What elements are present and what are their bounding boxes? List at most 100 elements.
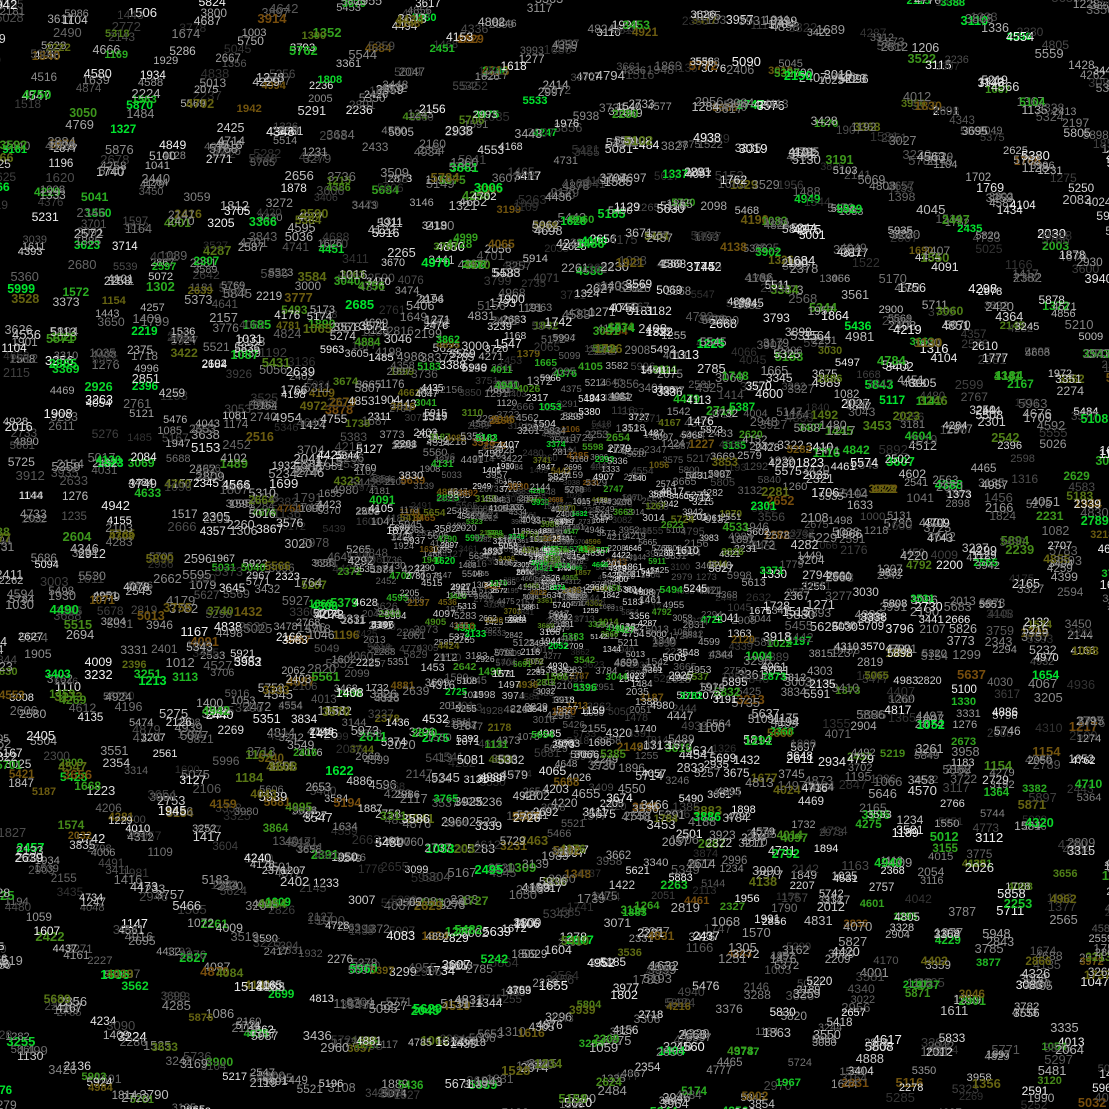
spiral-number: 2156	[489, 416, 512, 427]
spiral-number: 3732	[713, 408, 738, 420]
spiral-number: 3907	[527, 126, 555, 140]
spiral-number: 3928	[492, 445, 514, 456]
spiral-number: 1914	[699, 680, 725, 694]
spiral-number: 3580	[410, 112, 434, 124]
spiral-number: 5453	[882, 358, 909, 372]
spiral-number: 1398	[888, 190, 916, 204]
spiral-number: 4422	[553, 709, 575, 720]
spiral-number: 1237	[831, 646, 857, 660]
spiral-number: 4760	[566, 562, 580, 569]
spiral-number: 2243	[510, 704, 533, 715]
spiral-number: 1154	[102, 295, 126, 307]
spiral-number: 2502	[885, 454, 911, 466]
spiral-number: 1234	[896, 813, 923, 827]
spiral-number: 4934	[414, 145, 441, 159]
spiral-number: 1577	[581, 811, 606, 823]
spiral-number: 4153	[446, 30, 473, 44]
spiral-number: 4874	[76, 83, 102, 95]
spiral-number: 3538	[1044, 229, 1072, 243]
spiral-number: 1974	[446, 604, 464, 614]
spiral-number: 1667	[985, 84, 1010, 96]
spiral-number: 1976	[554, 118, 579, 130]
spiral-number: 5250	[1105, 225, 1109, 238]
spiral-number: 5646	[868, 786, 897, 801]
spiral-number: 3132	[737, 485, 762, 497]
spiral-number: 1193	[723, 462, 747, 474]
spiral-number: 1080	[188, 572, 216, 586]
spiral-number: 1181	[189, 282, 214, 294]
spiral-number: 4727	[303, 810, 327, 822]
spiral-number: 1456	[984, 490, 1013, 505]
spiral-number: 1277	[519, 53, 545, 66]
spiral-number: 1885	[75, 234, 101, 248]
spiral-number: 3925	[454, 794, 483, 809]
spiral-number: 3616	[390, 401, 415, 413]
spiral-number: 2150	[784, 68, 812, 83]
spiral-number: 1373	[835, 685, 860, 697]
spiral-number: 2967	[246, 570, 270, 582]
spiral-number: 3703	[574, 539, 588, 546]
spiral-number: 5634	[469, 551, 489, 561]
spiral-number: 4434	[395, 13, 423, 27]
spiral-number: 4095	[285, 800, 312, 814]
spiral-number: 3682	[788, 146, 817, 161]
spiral-number: 2611	[48, 419, 74, 433]
spiral-number: 2462	[92, 458, 117, 470]
spiral-number: 2599	[324, 731, 349, 743]
spiral-number: 2154	[934, 927, 960, 941]
spiral-number: 2201	[601, 559, 622, 569]
spiral-number: 4033	[675, 586, 695, 596]
spiral-number: 5158	[558, 1091, 587, 1106]
spiral-number: 1630	[1099, 577, 1109, 592]
spiral-number: 2861	[1095, 947, 1109, 959]
spiral-number: 5026	[1039, 437, 1066, 451]
spiral-number: 1525	[0, 888, 15, 903]
spiral-number: 3759	[507, 985, 531, 997]
spiral-number: 4805	[1042, 38, 1069, 52]
spiral-number: 1372	[527, 376, 553, 388]
spiral-number: 3456	[545, 972, 574, 987]
spiral-number: 4784	[877, 353, 906, 368]
spiral-number: 1177	[331, 1036, 357, 1050]
spiral-number: 3174	[509, 769, 532, 780]
spiral-number: 4151	[560, 634, 577, 643]
spiral-number: 1799	[141, 314, 170, 329]
spiral-number: 1151	[953, 993, 977, 1005]
spiral-number: 4897	[426, 931, 451, 943]
spiral-number: 5659	[1051, 0, 1080, 5]
spiral-number: 2686	[817, 373, 842, 385]
spiral-number: 5480	[578, 543, 594, 552]
spiral-number: 5462	[619, 281, 647, 295]
spiral-number: 1368	[661, 259, 687, 271]
spiral-number: 1195	[845, 770, 872, 784]
spiral-number: 1255	[635, 750, 658, 762]
spiral-number: 1975	[420, 572, 442, 583]
spiral-number: 3584	[324, 793, 348, 805]
spiral-number: 2178	[488, 722, 512, 734]
spiral-number: 5894	[49, 324, 78, 339]
spiral-number: 1930	[48, 589, 76, 603]
spiral-number: 2576	[961, 337, 988, 351]
spiral-number: 3714	[112, 241, 138, 253]
spiral-number: 5185	[598, 207, 626, 221]
spiral-number: 4473	[130, 880, 158, 894]
spiral-number: 3039	[828, 947, 854, 961]
spiral-number: 5511	[421, 897, 445, 909]
spiral-number: 1275	[1050, 171, 1077, 185]
spiral-number: 5868	[942, 762, 970, 777]
spiral-number: 3623	[74, 238, 100, 252]
spiral-number: 3232	[84, 667, 112, 682]
spiral-number: 3000	[295, 279, 321, 293]
spiral-number: 5827	[517, 496, 535, 505]
spiral-number: 1251	[718, 951, 747, 966]
spiral-number: 5167	[162, 431, 189, 445]
spiral-number: 3146	[409, 197, 433, 209]
spiral-number: 2640	[599, 377, 623, 389]
spiral-number: 4586	[747, 636, 773, 649]
spiral-number: 4013	[311, 694, 337, 706]
spiral-number: 3920	[526, 497, 542, 504]
spiral-number: 4965	[482, 443, 502, 453]
spiral-number: 5570	[219, 283, 245, 295]
spiral-number: 3790	[140, 1087, 169, 1102]
spiral-number: 3535	[354, 564, 375, 575]
